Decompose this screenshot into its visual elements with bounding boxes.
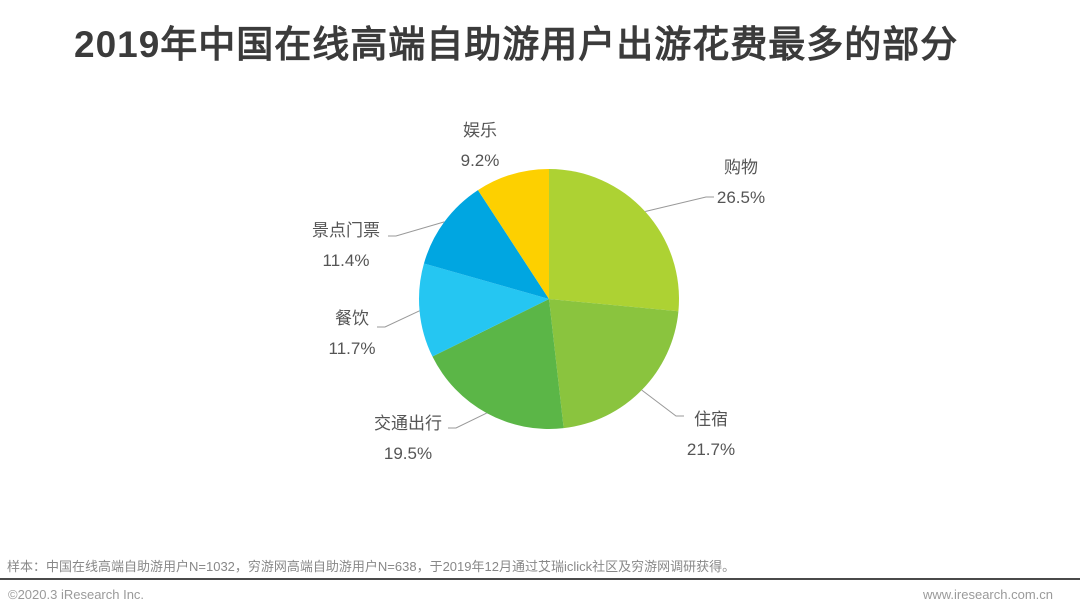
- slice-label-transportation: 交通出行 19.5%: [374, 409, 442, 469]
- label-line-2: [448, 412, 487, 429]
- chart-title: 2019年中国在线高端自助游用户出游花费最多的部分: [74, 24, 959, 65]
- copyright-text: ©2020.3 iResearch Inc.: [8, 587, 145, 602]
- slice-name: 住宿: [693, 410, 728, 429]
- pie-slice-3: [419, 263, 549, 357]
- slice-value: 11.4%: [322, 251, 370, 270]
- slice-label-entertainment: 娱乐 9.2%: [461, 116, 500, 176]
- slice-name: 景点门票: [312, 221, 380, 240]
- footer-divider: [0, 578, 1080, 580]
- label-line-3: [377, 310, 420, 328]
- pie-slice-1: [549, 299, 679, 429]
- slice-name: 购物: [723, 158, 758, 177]
- slice-value: 11.7%: [328, 339, 376, 358]
- slice-value: 9.2%: [460, 151, 500, 170]
- pie-slice-5: [477, 169, 549, 299]
- slice-value: 26.5%: [716, 188, 766, 207]
- label-line-0: [645, 196, 714, 212]
- slice-label-dining: 餐饮 11.7%: [329, 304, 376, 364]
- slice-value: 19.5%: [383, 444, 433, 463]
- slice-label-accommodation: 住宿 21.7%: [687, 405, 735, 465]
- pie-slice-2: [432, 299, 564, 430]
- label-line-4: [388, 221, 445, 237]
- slice-name: 餐饮: [334, 309, 369, 328]
- label-line-1: [641, 389, 684, 417]
- slice-label-attraction-tickets: 景点门票 11.4%: [312, 216, 380, 276]
- pie-slice-4: [423, 190, 549, 299]
- slice-value: 21.7%: [686, 440, 736, 459]
- slice-label-shopping: 购物 26.5%: [717, 153, 765, 213]
- sample-note: 样本：中国在线高端自助游用户N=1032，穷游网高端自助游用户N=638，于20…: [7, 559, 736, 574]
- slice-name: 交通出行: [374, 414, 442, 433]
- slice-name: 娱乐: [463, 121, 497, 140]
- website-url: www.iresearch.com.cn: [922, 587, 1053, 602]
- pie-slice-0: [549, 169, 679, 312]
